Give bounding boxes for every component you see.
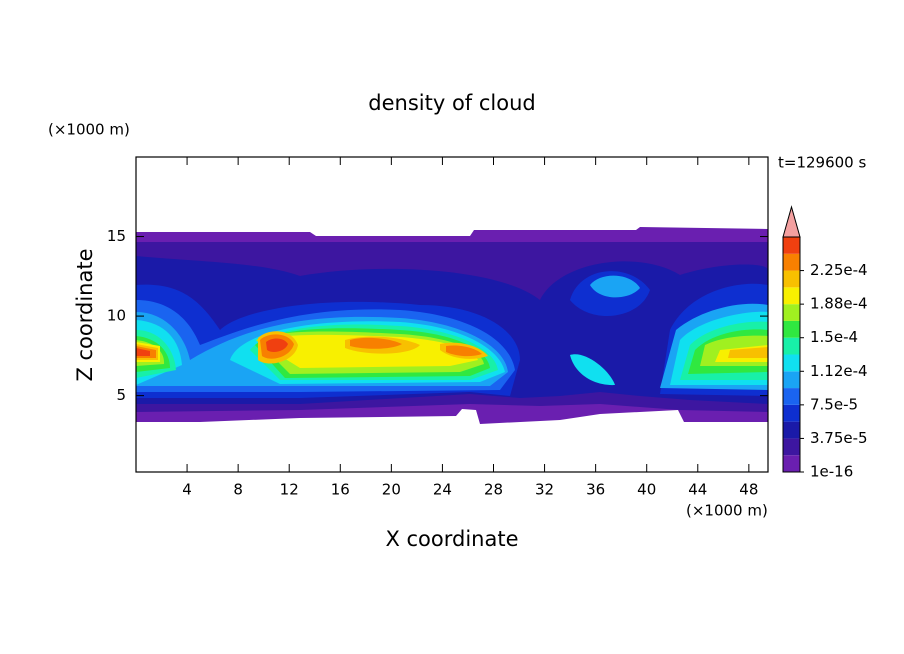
contour-fill (136, 338, 288, 356)
chart-title: density of cloud (368, 91, 535, 115)
x-tick-label: 36 (586, 481, 605, 499)
x-unit: (×1000 m) (686, 502, 768, 520)
colorbar-frame (782, 236, 801, 473)
time-label: t=129600 s (778, 154, 866, 172)
colorbar-box (783, 287, 800, 305)
x-tick-label: 28 (484, 481, 503, 499)
y-unit: (×1000 m) (48, 121, 130, 139)
colorbar-box (783, 337, 800, 355)
x-tick-label: 20 (382, 481, 401, 499)
colorbar-box (783, 438, 800, 456)
y-axis-label: Z coordinate (73, 248, 97, 381)
x-tick-label: 12 (280, 481, 299, 499)
colorbar-tick-label: 1.5e-4 (810, 328, 858, 346)
colorbar-box (783, 253, 800, 271)
y-tick-label: 10 (107, 307, 126, 325)
x-tick-label: 8 (233, 481, 243, 499)
contour-field (136, 227, 768, 424)
x-tick-label: 24 (433, 481, 452, 499)
colorbar-box (783, 421, 800, 439)
colorbar-box (783, 304, 800, 321)
colorbar-tick-label: 2.25e-4 (810, 261, 868, 279)
colorbar-box (783, 388, 800, 405)
colorbar-tick-label: 7.5e-5 (810, 395, 858, 413)
x-tick-label: 16 (331, 481, 350, 499)
y-tick-label: 5 (116, 386, 126, 404)
x-tick-label: 48 (739, 481, 758, 499)
colorbar-tick-label: 3.75e-5 (810, 429, 868, 447)
x-tick-label: 4 (182, 481, 192, 499)
colorbar-box (783, 404, 800, 422)
colorbar-tick-label: 1.88e-4 (810, 295, 868, 313)
y-tick-label: 15 (107, 227, 126, 245)
x-tick-label: 44 (688, 481, 707, 499)
colorbar-box (783, 455, 800, 472)
colorbar-box (783, 237, 800, 254)
plot-frame (135, 156, 769, 473)
x-tick-label: 40 (637, 481, 656, 499)
x-axis-label: X coordinate (385, 527, 518, 551)
colorbar-extend (782, 205, 801, 238)
colorbar-box (783, 354, 800, 372)
colorbar-tick-label: 1e-16 (810, 463, 853, 481)
colorbar-tick-label: 1.12e-4 (810, 362, 868, 380)
x-tick-label: 32 (535, 481, 554, 499)
colorbar-box (783, 270, 800, 288)
colorbar-box (783, 371, 800, 389)
colorbar-box (783, 320, 800, 338)
